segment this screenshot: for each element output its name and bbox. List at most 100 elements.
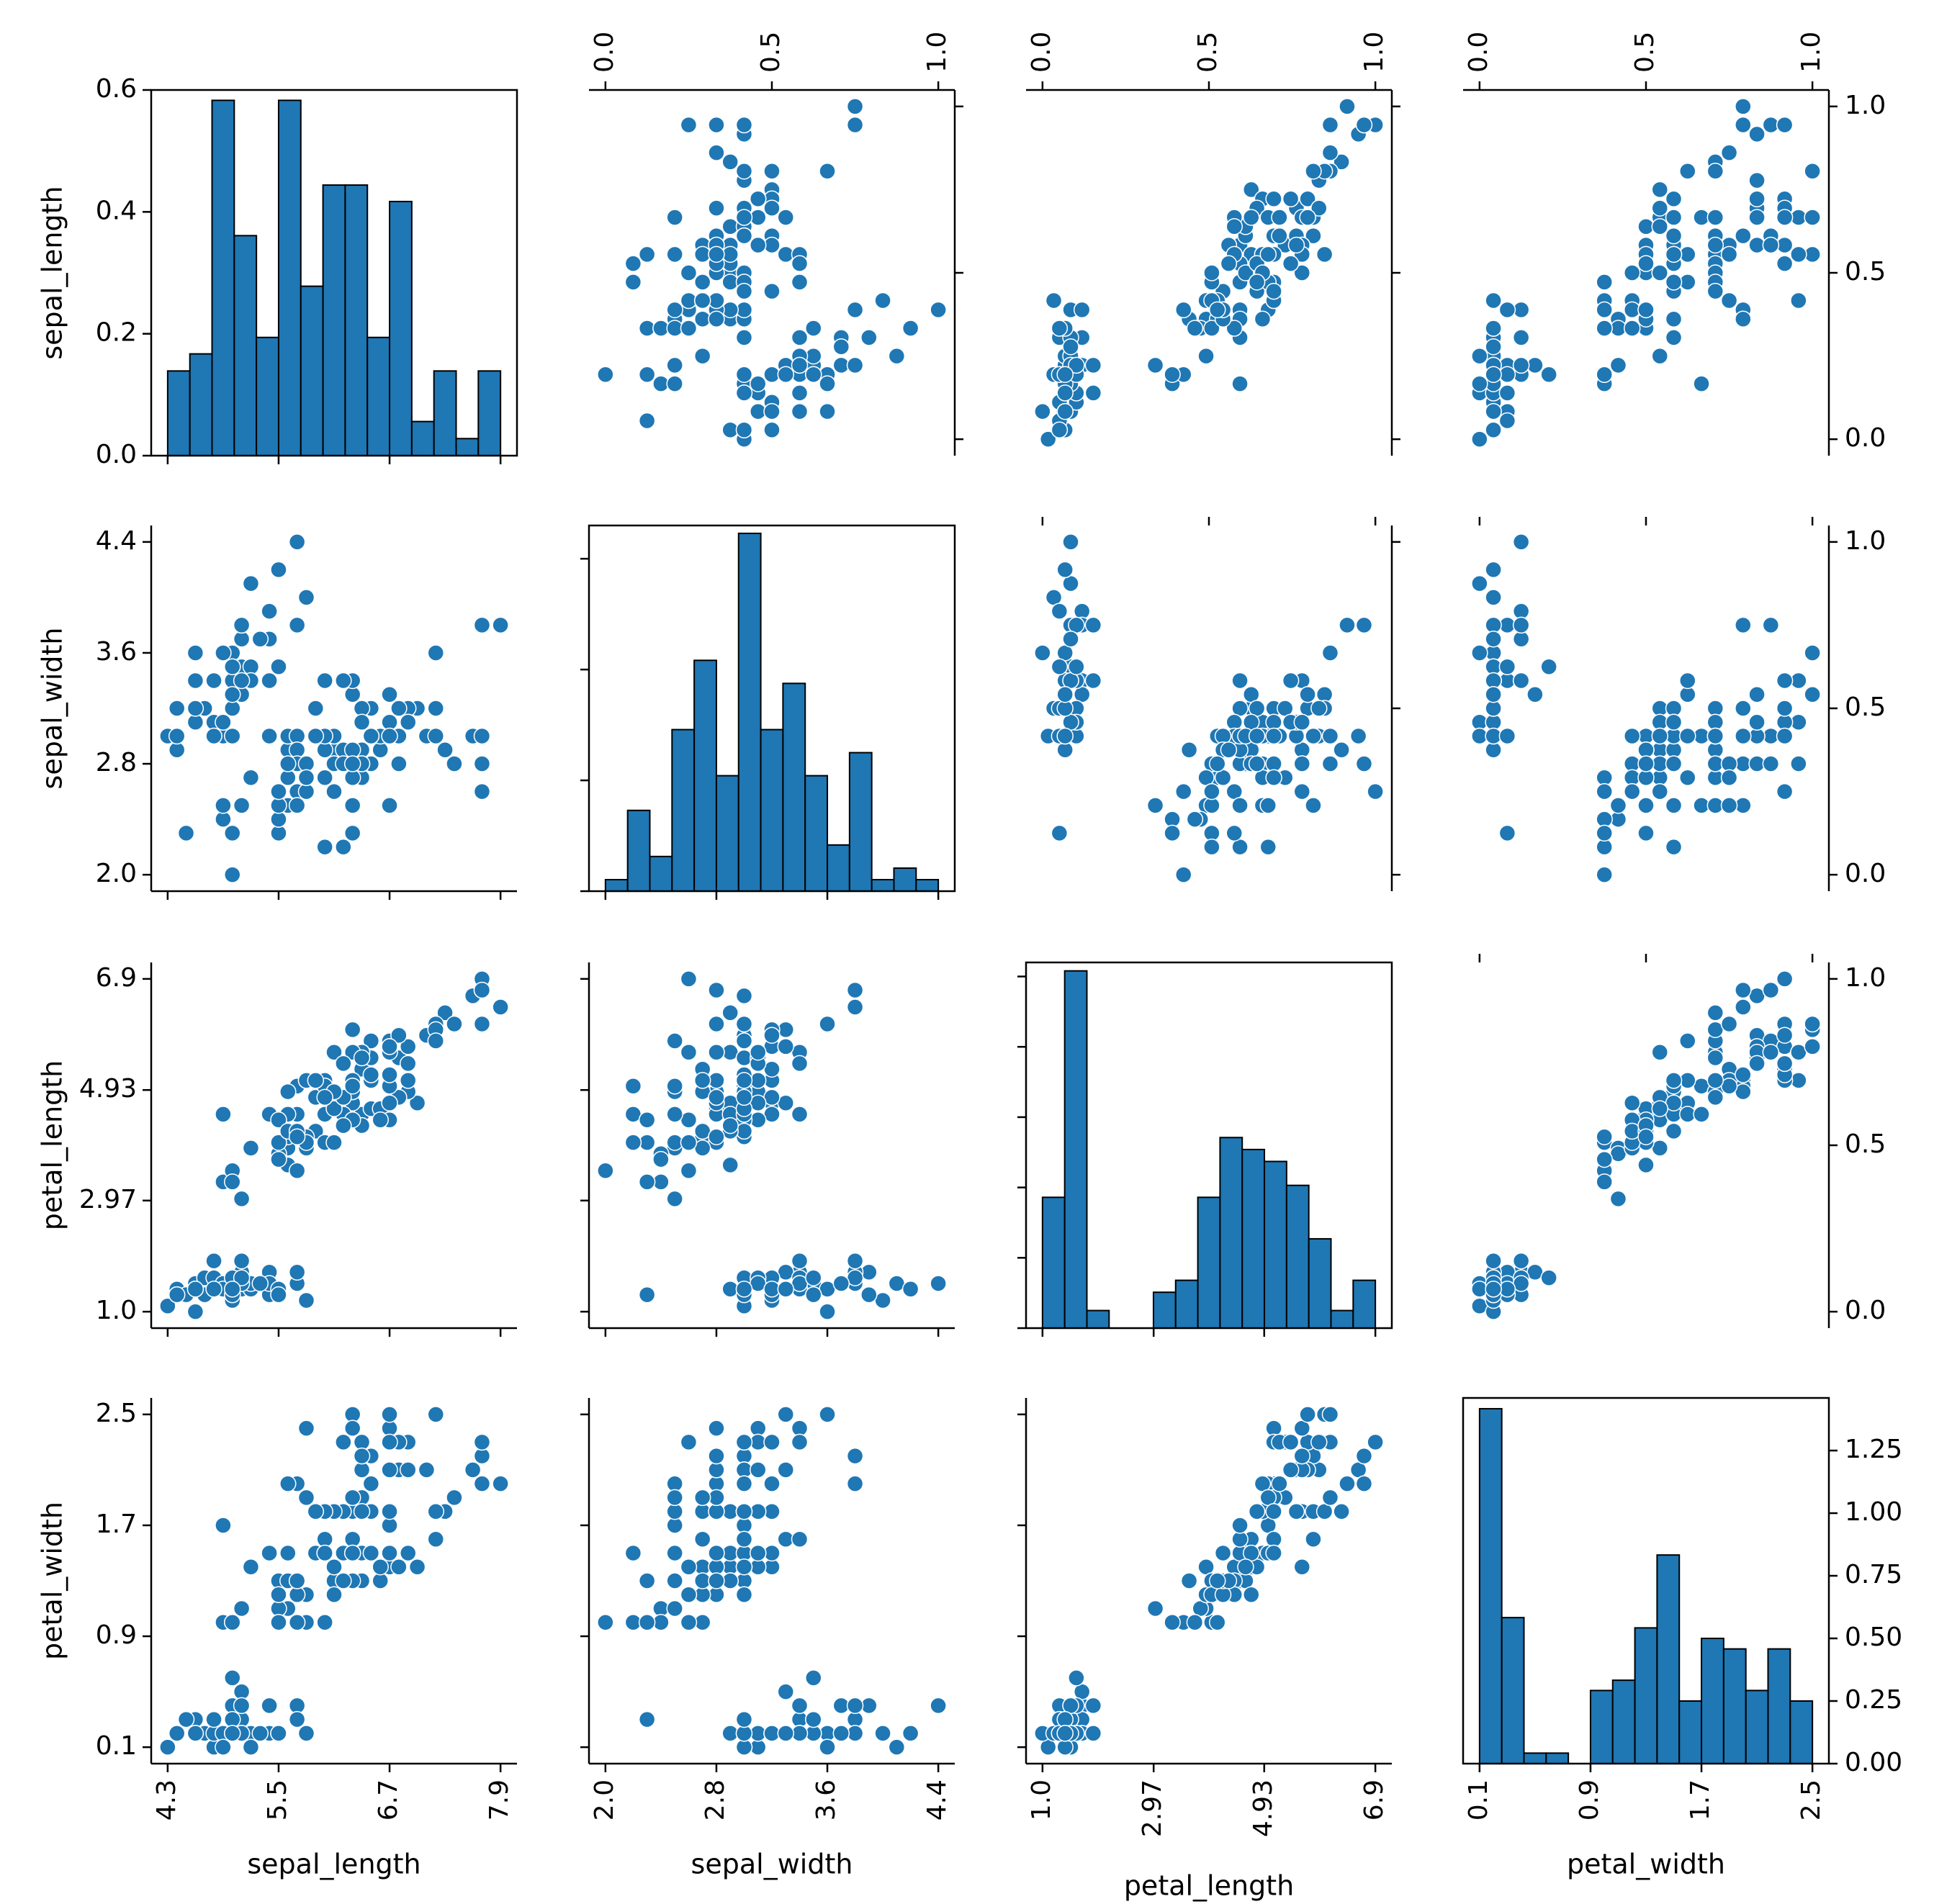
- point-petal_width-sepal_width-33: [901, 1725, 919, 1742]
- point-sepal_width-petal_width-98: [1609, 797, 1627, 814]
- point-sepal_width-petal_length-45: [1056, 727, 1074, 745]
- point-sepal_length-petal_length-24: [1084, 384, 1102, 402]
- point-sepal_width-petal_length-138: [1248, 727, 1266, 745]
- point-sepal_length-petal_length-131: [1339, 98, 1356, 115]
- point-petal_width-sepal_length-48: [251, 1725, 269, 1742]
- hist-bar-petal_length-7: [1197, 1196, 1221, 1330]
- hist-bar-sepal_length-4: [256, 336, 279, 456]
- xtick-label-top-sepal_width-1: 0.5: [756, 32, 786, 73]
- point-sepal_width-sepal_length-130: [446, 755, 463, 772]
- point-sepal_width-petal_width-117: [1762, 616, 1780, 634]
- point-sepal_length-petal_width-139: [1748, 190, 1766, 208]
- point-petal_length-sepal_length-50: [408, 1094, 426, 1111]
- point-sepal_width-petal_width-15: [1512, 533, 1530, 551]
- point-petal_width-sepal_length-135: [473, 1433, 491, 1451]
- hist-bar-petal_length-5: [1152, 1291, 1177, 1329]
- point-petal_length-sepal_length-145: [381, 1066, 398, 1083]
- point-petal_width-sepal_length-49: [223, 1725, 241, 1742]
- point-sepal_width-petal_width-14: [1485, 589, 1502, 606]
- point-petal_width-sepal_length-134: [325, 1558, 343, 1576]
- point-petal_length-petal_width-130: [1720, 1015, 1738, 1033]
- xtick-label-sepal_length-1: 5.5: [263, 1779, 292, 1820]
- point-sepal_length-sepal_width-122: [708, 116, 725, 134]
- point-sepal_width-petal_length-60: [1174, 866, 1192, 883]
- hist-bar-sepal_length-12: [433, 370, 457, 457]
- point-petal_length-petal_width-131: [1735, 998, 1752, 1016]
- point-sepal_length-sepal_width-141: [749, 190, 767, 208]
- point-sepal_length-sepal_width-46: [846, 356, 864, 374]
- point-sepal_length-sepal_width-113: [666, 301, 683, 319]
- point-petal_length-sepal_length-89: [270, 1134, 287, 1151]
- point-petal_width-sepal_length-54: [362, 1544, 380, 1562]
- point-petal_length-petal_width-99: [1637, 1128, 1655, 1145]
- point-sepal_length-petal_width-62: [1596, 274, 1613, 291]
- point-petal_width-sepal_length-129: [427, 1530, 445, 1548]
- point-sepal_width-petal_width-118: [1776, 782, 1794, 800]
- point-sepal_width-petal_length-85: [1231, 672, 1249, 690]
- point-petal_length-sepal_width-119: [624, 1077, 642, 1095]
- xtick-label-top-sepal_width-0: 0.0: [590, 32, 619, 73]
- point-petal_width-sepal_length-45: [205, 1710, 222, 1728]
- point-sepal_length-petal_length-139: [1282, 190, 1300, 208]
- point-petal_width-petal_length-144: [1299, 1406, 1316, 1423]
- ytick-label-right-sepal_length-0: 0.0: [1845, 423, 1886, 453]
- point-petal_length-petal_width-73: [1623, 1094, 1641, 1111]
- point-sepal_width-sepal_length-108: [381, 797, 398, 814]
- point-sepal_length-petal_length-79: [1174, 301, 1192, 319]
- point-sepal_width-sepal_length-37: [215, 644, 232, 662]
- point-sepal_width-petal_length-106: [1231, 797, 1249, 814]
- ytick-label-petal_width-1: 0.9: [96, 1620, 137, 1650]
- ytick-label-sepal_width-2: 3.6: [96, 637, 137, 667]
- hist-bar-sepal_length-13: [455, 438, 480, 457]
- point-petal_width-sepal_length-130: [446, 1489, 463, 1507]
- point-petal_length-sepal_width-48: [832, 1275, 850, 1292]
- point-petal_length-sepal_length-141: [399, 1072, 417, 1089]
- point-petal_length-sepal_width-126: [708, 1088, 725, 1106]
- point-sepal_width-petal_length-93: [1164, 824, 1181, 842]
- point-sepal_width-petal_width-31: [1512, 672, 1530, 690]
- point-sepal_length-sepal_width-25: [735, 366, 753, 384]
- point-sepal_length-sepal_width-117: [846, 116, 864, 134]
- point-petal_length-sepal_width-33: [901, 1281, 919, 1298]
- hist-bar-petal_length-12: [1308, 1237, 1332, 1330]
- point-sepal_length-petal_length-97: [1220, 255, 1238, 272]
- point-petal_width-sepal_length-76: [390, 1558, 408, 1576]
- point-sepal_length-sepal_width-76: [708, 199, 725, 217]
- xtick-label-top-petal_width-0: 0.0: [1464, 32, 1493, 73]
- point-petal_width-sepal_width-79: [680, 1614, 698, 1631]
- xtick-label-sepal_width-1: 2.8: [701, 1779, 730, 1820]
- point-petal_width-sepal_width-41: [638, 1710, 656, 1728]
- point-sepal_length-petal_width-54: [1665, 227, 1683, 245]
- point-petal_length-sepal_length-139: [399, 1055, 417, 1073]
- point-sepal_length-petal_width-148: [1776, 255, 1794, 272]
- point-sepal_width-petal_length-108: [1305, 797, 1322, 814]
- point-sepal_length-petal_width-13: [1471, 430, 1488, 448]
- point-petal_width-petal_length-129: [1305, 1530, 1322, 1548]
- xtick-label-sepal_width-3: 4.4: [922, 1779, 952, 1820]
- point-sepal_length-sepal_width-134: [680, 264, 698, 281]
- point-sepal_length-petal_width-44: [1512, 356, 1530, 374]
- point-petal_length-petal_width-43: [1540, 1269, 1557, 1286]
- point-petal_length-sepal_width-41: [638, 1286, 656, 1304]
- point-petal_length-petal_width-118: [1776, 970, 1794, 988]
- point-sepal_width-petal_width-87: [1637, 824, 1655, 842]
- hist-bar-petal_length-11: [1285, 1184, 1310, 1329]
- point-petal_length-sepal_length-106: [215, 1106, 232, 1123]
- point-petal_width-sepal_length-121: [279, 1475, 297, 1492]
- point-petal_length-sepal_width-143: [763, 1027, 781, 1044]
- point-petal_width-sepal_length-42: [168, 1725, 186, 1742]
- point-sepal_width-petal_width-134: [1651, 782, 1669, 800]
- point-sepal_width-sepal_length-31: [261, 672, 278, 690]
- point-sepal_length-petal_length-49: [1056, 366, 1074, 384]
- point-petal_width-petal_length-137: [1287, 1502, 1305, 1520]
- point-sepal_width-petal_length-148: [1282, 672, 1300, 690]
- point-petal_width-sepal_width-89: [666, 1572, 683, 1589]
- point-petal_length-sepal_length-13: [159, 1297, 176, 1315]
- point-sepal_length-petal_length-145: [1271, 209, 1288, 226]
- point-sepal_length-sepal_width-87: [638, 245, 656, 263]
- point-sepal_width-petal_length-44: [1084, 616, 1102, 634]
- point-petal_width-sepal_length-73: [325, 1586, 343, 1604]
- point-petal_width-sepal_width-37: [819, 1738, 836, 1756]
- point-petal_length-petal_width-107: [1706, 1004, 1724, 1021]
- point-sepal_length-sepal_width-39: [791, 356, 809, 374]
